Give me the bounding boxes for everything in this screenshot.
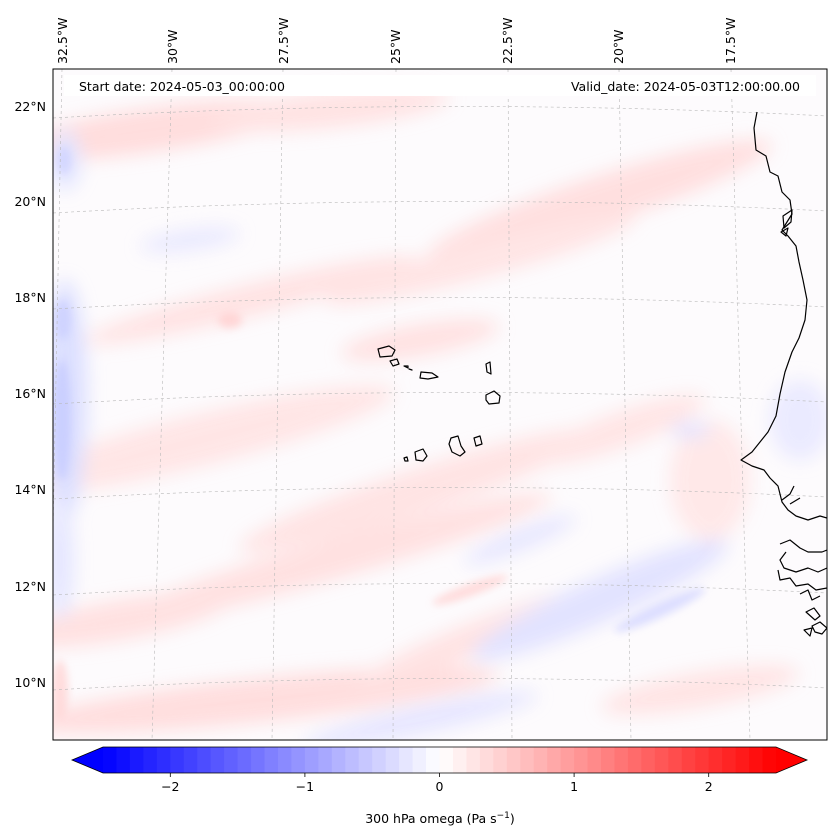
lon-label: 22.5°W bbox=[500, 18, 515, 64]
lat-label: 20°N bbox=[14, 194, 46, 209]
colorbar-cell bbox=[358, 747, 373, 773]
lat-label: 16°N bbox=[14, 386, 46, 401]
colorbar-cell bbox=[601, 747, 616, 773]
colorbar-cell bbox=[277, 747, 293, 773]
colorbar-cell bbox=[237, 747, 252, 773]
colorbar-cell bbox=[762, 747, 777, 773]
lat-label: 10°N bbox=[14, 675, 46, 690]
colorbar-cell bbox=[735, 747, 750, 773]
colorbar-outline bbox=[70, 746, 809, 774]
lon-label: 32.5°W bbox=[55, 18, 70, 64]
colorbar-tick-label: 0 bbox=[436, 779, 444, 794]
lat-label: 22°N bbox=[14, 99, 46, 114]
gridlines bbox=[53, 69, 827, 740]
africa-coastline bbox=[740, 111, 827, 521]
colorbar-cell bbox=[614, 747, 629, 773]
lon-label: 30°W bbox=[165, 29, 180, 64]
lon-label: 27.5°W bbox=[276, 18, 291, 64]
colorbar-tick-label: 1 bbox=[570, 779, 578, 794]
colorbar-cell bbox=[224, 747, 239, 773]
cape-verde-islands bbox=[377, 345, 501, 462]
colorbar-tick-label: −1 bbox=[296, 779, 314, 794]
colorbar-min-extend bbox=[72, 747, 103, 773]
colorbar-cell bbox=[385, 747, 400, 773]
lat-label: 12°N bbox=[14, 579, 46, 594]
colorbar-cell bbox=[506, 747, 521, 773]
latitude-labels: 22°N 20°N 18°N 16°N 14°N 12°N 10°N bbox=[14, 99, 46, 690]
colorbar-cell bbox=[399, 747, 414, 773]
colorbar-cell bbox=[749, 747, 764, 773]
colorbar-ticks: −2 −1 0 1 2 bbox=[161, 773, 713, 794]
colorbar-cell bbox=[103, 747, 118, 773]
colorbar-cell bbox=[412, 747, 427, 773]
colorbar-cell bbox=[681, 747, 696, 773]
colorbar-cell bbox=[479, 747, 494, 773]
colorbar-cell bbox=[722, 747, 737, 773]
colorbar-cell bbox=[533, 747, 548, 773]
colorbar-max-extend bbox=[776, 747, 807, 773]
colorbar-cells bbox=[103, 747, 777, 773]
colorbar-cell bbox=[291, 747, 306, 773]
colorbar-cell bbox=[560, 747, 575, 773]
colorbar-cell bbox=[210, 747, 225, 773]
colorbar-cell bbox=[466, 747, 481, 773]
colorbar-cell bbox=[170, 747, 185, 773]
colorbar-cell bbox=[574, 747, 589, 773]
colorbar-cell bbox=[695, 747, 710, 773]
colorbar-tick-label: 2 bbox=[705, 779, 713, 794]
coastlines bbox=[377, 111, 827, 637]
lon-label: 25°W bbox=[388, 29, 403, 64]
colorbar-cell bbox=[345, 747, 360, 773]
colorbar-label: 300 hPa omega (Pa s−1) bbox=[365, 811, 515, 826]
lat-label: 14°N bbox=[14, 482, 46, 497]
colorbar-cell bbox=[439, 747, 454, 773]
valid-date-label: Valid_date: 2024-05-03T12:00:00.00 bbox=[571, 79, 800, 94]
lon-label: 17.5°W bbox=[723, 18, 738, 64]
omega-field bbox=[53, 88, 827, 740]
colorbar-cell bbox=[708, 747, 723, 773]
colorbar-cell bbox=[587, 747, 602, 773]
colorbar-cell bbox=[331, 747, 346, 773]
colorbar-cell bbox=[654, 747, 669, 773]
lat-label: 18°N bbox=[14, 290, 46, 305]
colorbar-cell bbox=[372, 747, 387, 773]
colorbar-cell bbox=[251, 747, 266, 773]
colorbar-cell bbox=[520, 747, 535, 773]
colorbar-cell bbox=[641, 747, 656, 773]
colorbar-cell bbox=[426, 747, 441, 773]
colorbar: −2 −1 0 1 2 300 hPa omega (Pa s−1) bbox=[70, 746, 809, 826]
header-box bbox=[64, 75, 816, 96]
colorbar-cell bbox=[318, 747, 333, 773]
colorbar-cell bbox=[547, 747, 562, 773]
colorbar-cell bbox=[183, 747, 198, 773]
longitude-labels: 32.5°W 30°W 27.5°W 25°W 22.5°W 20°W 17.5… bbox=[55, 18, 738, 64]
colorbar-cell bbox=[129, 747, 144, 773]
colorbar-cell bbox=[493, 747, 508, 773]
map-frame bbox=[52, 68, 828, 741]
colorbar-cell bbox=[668, 747, 683, 773]
start-date-label: Start date: 2024-05-03_00:00:00 bbox=[79, 79, 285, 94]
colorbar-tick-label: −2 bbox=[161, 779, 179, 794]
map-panel: Start date: 2024-05-03_00:00:00 Valid_da… bbox=[52, 68, 828, 741]
colorbar-cell bbox=[197, 747, 212, 773]
colorbar-cell bbox=[116, 747, 131, 773]
colorbar-cell bbox=[304, 747, 319, 773]
colorbar-cell bbox=[627, 747, 642, 773]
colorbar-cell bbox=[264, 747, 279, 773]
colorbar-cell bbox=[156, 747, 171, 773]
colorbar-cell bbox=[452, 747, 468, 773]
colorbar-cell bbox=[143, 747, 158, 773]
lon-label: 20°W bbox=[611, 29, 626, 64]
